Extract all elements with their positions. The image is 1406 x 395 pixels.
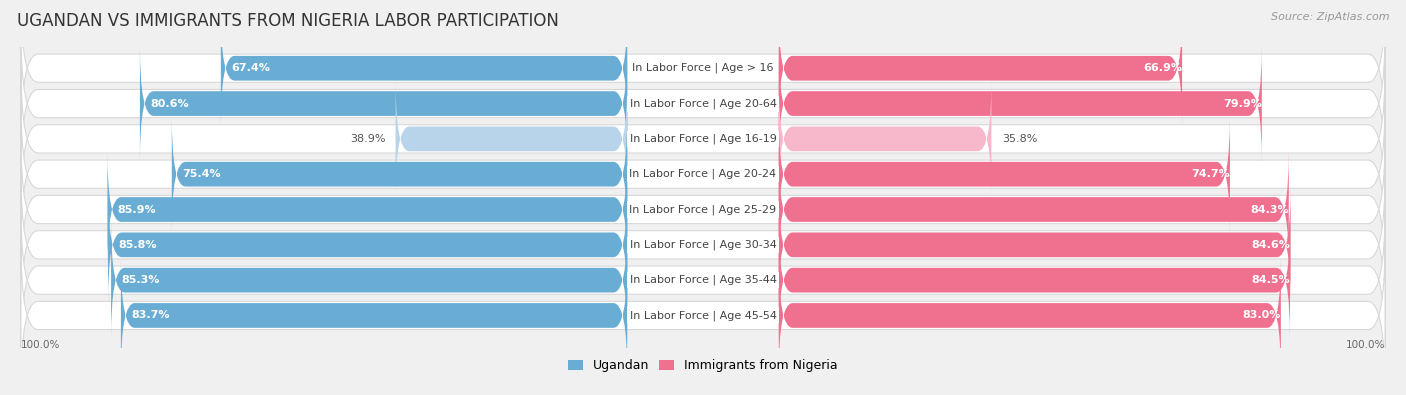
FancyBboxPatch shape <box>779 45 1261 162</box>
Text: In Labor Force | Age 20-24: In Labor Force | Age 20-24 <box>630 169 776 179</box>
FancyBboxPatch shape <box>779 116 1230 233</box>
Text: In Labor Force | Age 30-34: In Labor Force | Age 30-34 <box>630 240 776 250</box>
Text: 85.9%: 85.9% <box>118 205 156 214</box>
Text: In Labor Force | Age 45-54: In Labor Force | Age 45-54 <box>630 310 776 321</box>
FancyBboxPatch shape <box>107 151 627 268</box>
Text: In Labor Force | Age 16-19: In Labor Force | Age 16-19 <box>630 134 776 144</box>
Text: 74.7%: 74.7% <box>1191 169 1230 179</box>
Text: Source: ZipAtlas.com: Source: ZipAtlas.com <box>1271 12 1389 22</box>
FancyBboxPatch shape <box>779 151 1289 268</box>
FancyBboxPatch shape <box>779 186 1291 303</box>
Text: 75.4%: 75.4% <box>183 169 221 179</box>
FancyBboxPatch shape <box>21 65 1385 213</box>
Text: 85.8%: 85.8% <box>118 240 157 250</box>
FancyBboxPatch shape <box>395 81 627 197</box>
Text: In Labor Force | Age 35-44: In Labor Force | Age 35-44 <box>630 275 776 286</box>
Text: 84.3%: 84.3% <box>1250 205 1289 214</box>
FancyBboxPatch shape <box>108 186 627 303</box>
Text: 100.0%: 100.0% <box>1346 340 1385 350</box>
Legend: Ugandan, Immigrants from Nigeria: Ugandan, Immigrants from Nigeria <box>562 354 844 377</box>
FancyBboxPatch shape <box>21 241 1385 389</box>
FancyBboxPatch shape <box>21 206 1385 354</box>
Text: 35.8%: 35.8% <box>1001 134 1038 144</box>
FancyBboxPatch shape <box>21 0 1385 143</box>
Text: 85.3%: 85.3% <box>121 275 160 285</box>
Text: 100.0%: 100.0% <box>21 340 60 350</box>
FancyBboxPatch shape <box>779 10 1182 126</box>
Text: 83.7%: 83.7% <box>131 310 170 320</box>
FancyBboxPatch shape <box>21 135 1385 284</box>
Text: 38.9%: 38.9% <box>350 134 385 144</box>
Text: 67.4%: 67.4% <box>231 63 270 73</box>
Text: In Labor Force | Age > 16: In Labor Force | Age > 16 <box>633 63 773 73</box>
Text: 79.9%: 79.9% <box>1223 99 1261 109</box>
Text: 80.6%: 80.6% <box>150 99 188 109</box>
Text: In Labor Force | Age 25-29: In Labor Force | Age 25-29 <box>630 204 776 215</box>
Text: UGANDAN VS IMMIGRANTS FROM NIGERIA LABOR PARTICIPATION: UGANDAN VS IMMIGRANTS FROM NIGERIA LABOR… <box>17 12 558 30</box>
Text: 84.6%: 84.6% <box>1251 240 1291 250</box>
FancyBboxPatch shape <box>141 45 627 162</box>
FancyBboxPatch shape <box>221 10 627 126</box>
FancyBboxPatch shape <box>111 222 627 339</box>
FancyBboxPatch shape <box>779 81 991 197</box>
FancyBboxPatch shape <box>779 257 1281 374</box>
Text: 66.9%: 66.9% <box>1143 63 1182 73</box>
FancyBboxPatch shape <box>21 29 1385 178</box>
FancyBboxPatch shape <box>172 116 627 233</box>
Text: 83.0%: 83.0% <box>1243 310 1281 320</box>
Text: In Labor Force | Age 20-64: In Labor Force | Age 20-64 <box>630 98 776 109</box>
FancyBboxPatch shape <box>21 100 1385 248</box>
Text: 84.5%: 84.5% <box>1251 275 1291 285</box>
FancyBboxPatch shape <box>121 257 627 374</box>
FancyBboxPatch shape <box>21 171 1385 319</box>
FancyBboxPatch shape <box>779 222 1291 339</box>
